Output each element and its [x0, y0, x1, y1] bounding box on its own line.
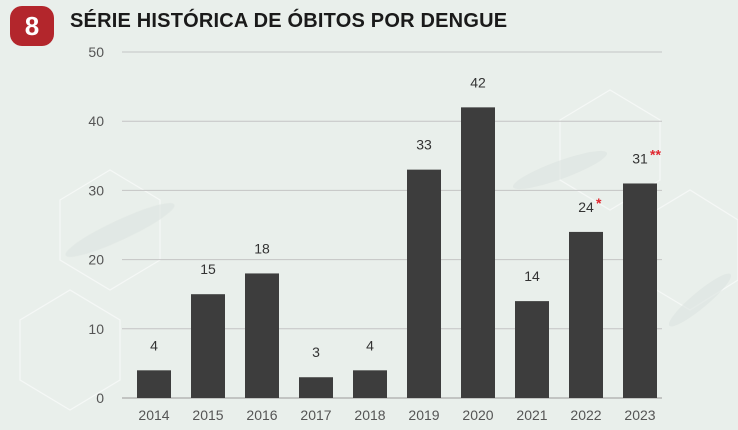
bar-2014	[137, 370, 171, 398]
x-tick-label-2019: 2019	[408, 407, 439, 423]
bar-2015	[191, 294, 225, 398]
data-labels: 4 15 18 3 4 33 42 14 24 * 31 **	[150, 74, 661, 360]
x-tick-label-2014: 2014	[138, 407, 169, 423]
data-label-2017: 3	[312, 344, 320, 360]
bar-2022	[569, 231, 603, 398]
x-tick-label-2017: 2017	[300, 407, 331, 423]
data-label-2014: 4	[150, 337, 158, 353]
annotation-asterisk-2023: **	[650, 146, 661, 162]
data-label-2023: 31	[632, 150, 648, 166]
bar-2020	[461, 107, 495, 399]
data-label-2018: 4	[366, 337, 374, 353]
bar-2018	[353, 370, 387, 398]
x-tick-label-2016: 2016	[246, 407, 277, 423]
bar-2023	[623, 183, 657, 398]
x-tick-label-2018: 2018	[354, 407, 385, 423]
section-number-badge: 8	[10, 6, 54, 46]
data-label-2022: 24	[578, 199, 594, 215]
y-axis: 0 10 20 30 40 50	[88, 44, 104, 406]
y-tick-label: 40	[88, 113, 104, 129]
annotation-asterisk-2022: *	[596, 195, 602, 211]
y-tick-label: 30	[88, 182, 104, 198]
x-tick-label-2021: 2021	[516, 407, 547, 423]
data-label-2016: 18	[254, 240, 270, 256]
bar-2021	[515, 301, 549, 398]
bar-2017	[299, 377, 333, 398]
x-tick-label-2023: 2023	[624, 407, 655, 423]
chart-title: SÉRIE HISTÓRICA DE ÓBITOS POR DENGUE	[70, 10, 508, 32]
bar-2019	[407, 169, 441, 398]
y-tick-label: 0	[96, 390, 104, 406]
x-tick-label-2022: 2022	[570, 407, 601, 423]
data-label-2015: 15	[200, 261, 216, 277]
y-tick-label: 20	[88, 252, 104, 268]
x-tick-label-2015: 2015	[192, 407, 223, 423]
data-label-2021: 14	[524, 268, 540, 284]
data-label-2020: 42	[470, 74, 486, 90]
x-tick-label-2020: 2020	[462, 407, 493, 423]
y-tick-label: 10	[88, 321, 104, 337]
y-tick-label: 50	[88, 44, 104, 60]
bars	[137, 107, 657, 399]
bar-2016	[245, 273, 279, 398]
x-axis: 2014 2015 2016 2017 2018 2019 2020 2021 2022 2023	[138, 407, 655, 423]
data-label-2019: 33	[416, 137, 432, 153]
